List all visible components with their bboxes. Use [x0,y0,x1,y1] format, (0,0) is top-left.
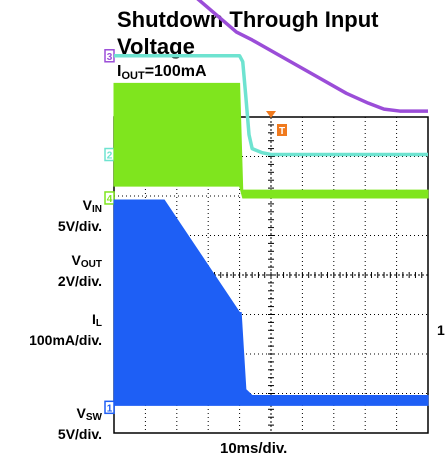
subtitle-rest: =100mA [144,63,207,80]
vsw-label: VSW 5V/div. [30,405,102,442]
vin-label-sub: IN [92,204,102,215]
trigger-marker-box [277,124,287,136]
chart-title: Shutdown Through Input Voltage [117,7,379,59]
vsw-scale: 5V/div. [57,426,102,442]
vin-scale: 5V/div. [57,218,102,234]
il-channel-number: 4 [107,194,113,205]
vout-label-sub: OUT [80,259,102,270]
vin-trace [196,0,428,113]
vout-trace [114,54,428,157]
vin-channel-number: 3 [107,52,113,63]
edge-marker-text: 1 [437,322,445,338]
vsw-label-sub: SW [85,412,102,423]
il-channel-marker [104,191,115,205]
vin-label: VIN 5V/div. [30,197,102,234]
vsw-channel-number: 1 [107,403,113,414]
x-axis-label: 10ms/div. [220,440,288,457]
il-label: IL 100mA/div. [0,311,102,348]
subtitle-main: I [117,63,122,80]
chart-subtitle: IOUT=100mA [117,63,207,82]
vsw-trace [113,199,429,406]
subtitle-sub: OUT [121,70,145,82]
vout-label: VOUT 2V/div. [30,252,102,289]
il-trace [113,82,429,199]
vsw-label-main: V [76,405,86,421]
vsw-channel-marker [104,400,115,415]
trigger-marker-label: T [279,126,285,137]
trigger-arrow [266,111,276,118]
vout-channel-number: 2 [107,151,113,162]
il-scale: 100mA/div. [29,332,102,348]
il-label-sub: L [95,318,102,329]
vout-label-main: V [71,252,81,268]
vout-scale: 2V/div. [57,273,102,289]
vin-label-main: V [82,197,92,213]
il-label-main: I [92,311,96,327]
